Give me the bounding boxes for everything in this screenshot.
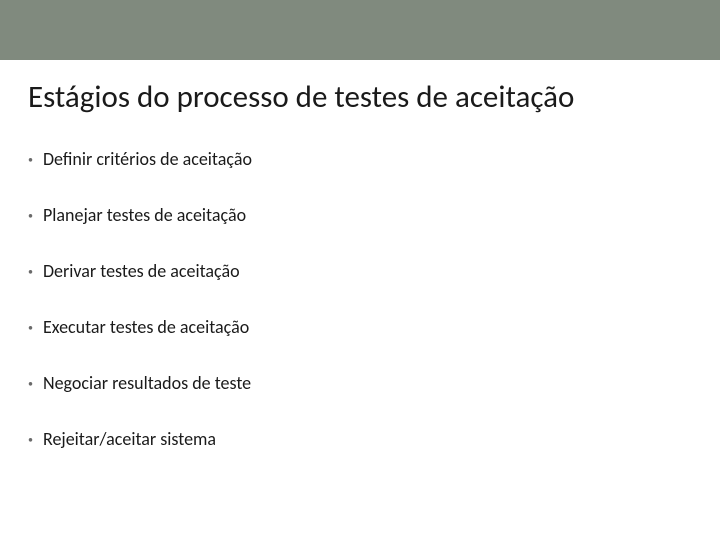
bullet-text: Planejar testes de aceitação xyxy=(43,204,246,226)
bullet-icon: • xyxy=(28,267,33,277)
bullet-icon: • xyxy=(28,211,33,221)
bullet-icon: • xyxy=(28,155,33,165)
bullet-text: Derivar testes de aceitação xyxy=(43,260,240,282)
slide-top-bar xyxy=(0,0,720,60)
bullet-list: • Definir critérios de aceitação • Plane… xyxy=(28,148,692,450)
list-item: • Rejeitar/aceitar sistema xyxy=(28,428,692,450)
bullet-text: Definir critérios de aceitação xyxy=(43,148,252,170)
list-item: • Definir critérios de aceitação xyxy=(28,148,692,170)
bullet-icon: • xyxy=(28,435,33,445)
list-item: • Derivar testes de aceitação xyxy=(28,260,692,282)
bullet-text: Executar testes de aceitação xyxy=(43,316,249,338)
content-area: • Definir critérios de aceitação • Plane… xyxy=(0,116,720,450)
slide-title: Estágios do processo de testes de aceita… xyxy=(28,78,692,116)
title-area: Estágios do processo de testes de aceita… xyxy=(0,60,720,116)
list-item: • Planejar testes de aceitação xyxy=(28,204,692,226)
bullet-icon: • xyxy=(28,323,33,333)
bullet-text: Rejeitar/aceitar sistema xyxy=(43,428,216,450)
bullet-text: Negociar resultados de teste xyxy=(43,372,251,394)
bullet-icon: • xyxy=(28,379,33,389)
list-item: • Negociar resultados de teste xyxy=(28,372,692,394)
list-item: • Executar testes de aceitação xyxy=(28,316,692,338)
